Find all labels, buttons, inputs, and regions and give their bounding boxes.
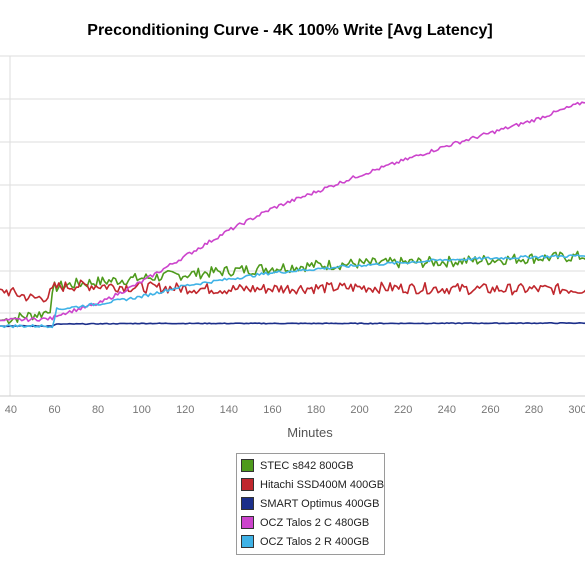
x-tick-label: 280	[525, 404, 543, 416]
x-tick-label: 120	[176, 404, 194, 416]
legend-item[interactable]: SMART Optimus 400GB	[237, 494, 384, 513]
x-tick-label: 180	[307, 404, 325, 416]
x-tick-labels: 40 60 80 100 120 140 160 180 200 220 240 260 280 300	[5, 404, 585, 416]
legend-item[interactable]: STEC s842 800GB	[237, 456, 384, 475]
legend-label: Hitachi SSD400M 400GB	[260, 478, 385, 491]
legend-label: OCZ Talos 2 R 400GB	[260, 535, 370, 548]
x-axis-label: Minutes	[287, 425, 333, 440]
legend-label: SMART Optimus 400GB	[260, 497, 380, 510]
legend-label: OCZ Talos 2 C 480GB	[260, 516, 370, 529]
legend-label: STEC s842 800GB	[260, 459, 354, 472]
legend: STEC s842 800GB Hitachi SSD400M 400GB SMAR…	[236, 453, 385, 555]
legend-item[interactable]: Hitachi SSD400M 400GB	[237, 475, 384, 494]
x-tick-label: 80	[92, 404, 104, 416]
series-group	[0, 101, 585, 329]
series-line-1	[0, 250, 585, 325]
x-tick-label: 200	[350, 404, 368, 416]
legend-swatch	[241, 497, 254, 510]
series-line-4	[0, 101, 585, 323]
legend-swatch	[241, 459, 254, 472]
x-tick-label: 240	[438, 404, 456, 416]
legend-swatch	[241, 535, 254, 548]
grid-lines	[0, 55, 585, 396]
series-line-5	[0, 254, 585, 329]
legend-item[interactable]: OCZ Talos 2 R 400GB	[237, 532, 384, 551]
x-tick-label: 140	[220, 404, 238, 416]
x-tick-label: 300	[568, 404, 585, 416]
x-tick-label: 220	[394, 404, 412, 416]
x-tick-label: 40	[5, 404, 17, 416]
series-line-3	[0, 321, 585, 328]
x-tick-label: 60	[48, 404, 60, 416]
legend-swatch	[241, 516, 254, 529]
chart-title: Preconditioning Curve - 4K 100% Write [A…	[87, 22, 492, 39]
legend-item[interactable]: OCZ Talos 2 C 480GB	[237, 513, 384, 532]
x-tick-label: 260	[481, 404, 499, 416]
legend-swatch	[241, 478, 254, 491]
x-tick-label: 160	[263, 404, 281, 416]
series-line-2	[0, 279, 585, 303]
x-tick-label: 100	[132, 404, 150, 416]
